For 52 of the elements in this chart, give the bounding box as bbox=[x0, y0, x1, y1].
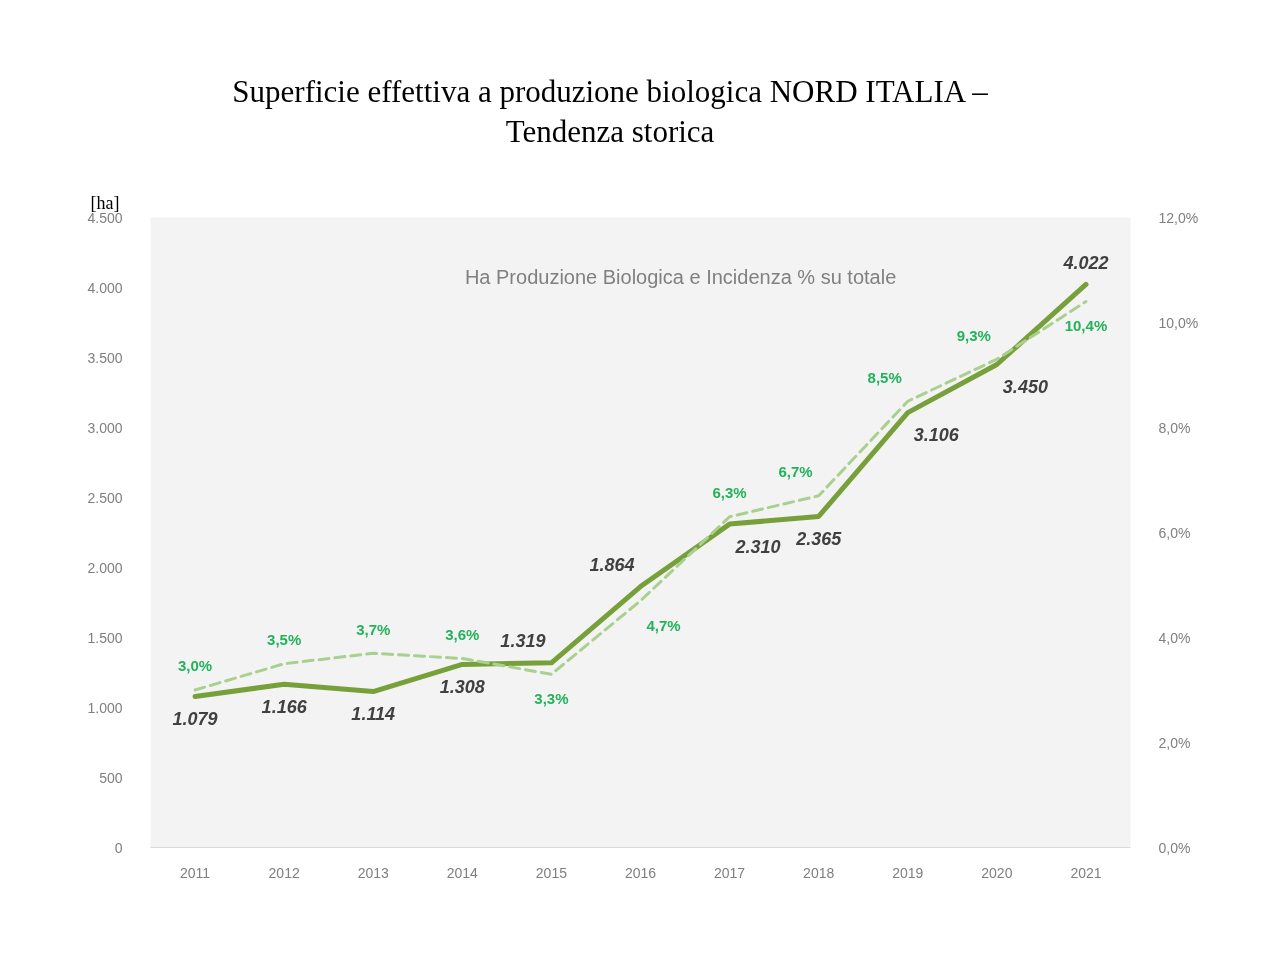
data-label: 2.310 bbox=[734, 536, 781, 557]
data-label: 2.365 bbox=[795, 529, 843, 550]
data-label: 3,0% bbox=[177, 657, 213, 675]
data-label: 1.319 bbox=[500, 631, 546, 652]
x-tick-label: 2015 bbox=[535, 864, 568, 881]
y-axis-title: [ha] bbox=[90, 192, 120, 213]
x-tick-label: 2018 bbox=[803, 864, 835, 881]
data-label: 1.308 bbox=[439, 677, 485, 698]
data-label: 8,5% bbox=[867, 368, 902, 386]
data-label: 9,3% bbox=[956, 326, 991, 344]
data-label: 3,7% bbox=[356, 620, 391, 638]
data-label: 1.166 bbox=[261, 697, 308, 718]
y-tick-label: 3.000 bbox=[87, 419, 123, 436]
y2-tick-label: 12,0% bbox=[1158, 209, 1199, 226]
data-label: 3,6% bbox=[445, 625, 480, 643]
data-label: 4.022 bbox=[1062, 252, 1109, 273]
data-label: 6,7% bbox=[778, 463, 813, 480]
chart-title: Superficie effettiva a produzione biologica NORD ITALIA – Tendenza storica bbox=[231, 73, 989, 152]
x-tick-label: 2016 bbox=[624, 864, 657, 881]
y-tick-label: 1.500 bbox=[87, 629, 123, 646]
data-label: 3.450 bbox=[1002, 377, 1048, 398]
y2-tick-label: 6,0% bbox=[1158, 524, 1191, 541]
x-tick-label: 2013 bbox=[357, 864, 390, 881]
y2-tick-label: 10,0% bbox=[1158, 314, 1199, 331]
x-tick-label: 2017 bbox=[714, 864, 746, 881]
data-label: 3.106 bbox=[913, 425, 960, 446]
y-tick-label: 500 bbox=[99, 769, 123, 786]
x-tick-label: 2014 bbox=[446, 864, 479, 881]
data-label: 1.079 bbox=[172, 709, 218, 730]
text: Ha Produzione Biologica e Incidenza % su totale bbox=[464, 266, 897, 289]
x-tick-label: 2019 bbox=[892, 864, 924, 881]
y2-tick-label: 4,0% bbox=[1158, 629, 1191, 646]
data-label: 3,3% bbox=[534, 690, 569, 707]
y-tick-label: 2.500 bbox=[87, 489, 123, 506]
data-label: 4,7% bbox=[646, 616, 681, 634]
x-tick-label: 2011 bbox=[179, 864, 211, 881]
y-tick-label: 4.000 bbox=[87, 279, 123, 296]
x-tick-label: 2021 bbox=[1070, 864, 1102, 881]
y2-tick-label: 8,0% bbox=[1158, 419, 1191, 436]
data-label: 10,4% bbox=[1064, 317, 1108, 335]
y-tick-label: 1.000 bbox=[87, 699, 123, 716]
data-label: 1.114 bbox=[351, 704, 396, 725]
y-tick-label: 0 bbox=[114, 839, 123, 856]
data-label: 1.864 bbox=[589, 554, 635, 575]
data-label: 3,5% bbox=[267, 631, 302, 648]
x-tick-label: 2012 bbox=[268, 864, 300, 881]
y2-tick-label: 2,0% bbox=[1158, 734, 1191, 751]
y-tick-label: 2.000 bbox=[87, 559, 123, 576]
data-label: 6,3% bbox=[712, 484, 747, 501]
y-tick-label: 3.500 bbox=[87, 349, 123, 366]
y2-tick-label: 0,0% bbox=[1158, 839, 1191, 856]
x-tick-label: 2020 bbox=[981, 864, 1013, 881]
